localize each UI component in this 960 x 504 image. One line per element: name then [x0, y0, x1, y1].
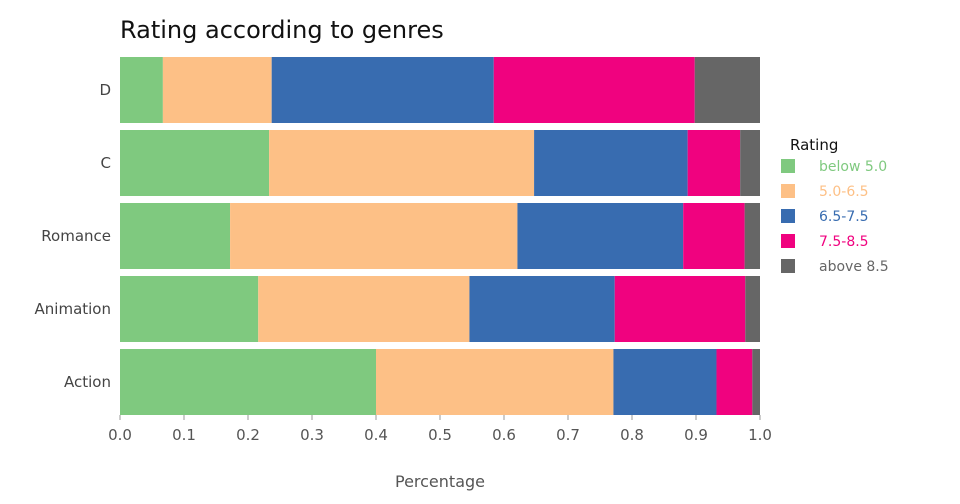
x-axis: 0.0 0.1 0.2 0.3 0.4 0.5 0.6 0.7 0.8 0.9 1.0 — [108, 415, 772, 444]
bar-action-series-3 — [716, 349, 753, 415]
x-tick-label: 0.0 — [108, 426, 132, 444]
bar-c-series-3 — [687, 130, 741, 196]
legend-title: Rating — [790, 136, 838, 154]
bar-romance-series-2 — [517, 203, 684, 269]
x-tick-label: 0.1 — [172, 426, 196, 444]
bar-romance-series-1 — [230, 203, 518, 269]
bar-c-series-4 — [740, 130, 760, 196]
y-axis-labels: D C Romance Animation Action — [35, 81, 111, 391]
y-tick-label: C — [101, 154, 111, 172]
bar-c-series-2 — [534, 130, 688, 196]
chart-title: Rating according to genres — [120, 16, 444, 44]
bar-action-series-4 — [752, 349, 760, 415]
y-tick-label: Animation — [35, 300, 111, 318]
y-tick-label: Action — [64, 373, 111, 391]
x-tick-label: 0.4 — [364, 426, 388, 444]
x-tick-label: 0.3 — [300, 426, 324, 444]
legend-swatch — [781, 234, 795, 248]
legend-swatch — [781, 209, 795, 223]
legend-swatch — [781, 184, 795, 198]
x-tick-label: 0.5 — [428, 426, 452, 444]
bar-d-series-3 — [493, 57, 695, 123]
legend-label: 7.5-8.5 — [819, 234, 869, 250]
bar-action-series-0 — [120, 349, 376, 415]
legend-label: 6.5-7.5 — [819, 209, 869, 225]
legend-swatch — [781, 259, 795, 273]
bar-animation-series-0 — [120, 276, 259, 342]
legend-label: below 5.0 — [819, 159, 887, 175]
bar-c-series-1 — [269, 130, 535, 196]
y-tick-label: Romance — [41, 227, 111, 245]
bar-animation-series-2 — [469, 276, 615, 342]
x-tick-label: 1.0 — [748, 426, 772, 444]
bar-romance-series-0 — [120, 203, 231, 269]
y-tick-label: D — [99, 81, 111, 99]
legend: Rating below 5.0 5.0-6.5 6.5-7.5 7.5-8.5 abo… — [781, 136, 889, 275]
x-axis-title: Percentage — [395, 472, 485, 491]
legend-swatch — [781, 159, 795, 173]
legend-label: above 8.5 — [819, 259, 889, 275]
x-tick-label: 0.8 — [620, 426, 644, 444]
bar-action-series-2 — [613, 349, 717, 415]
legend-label: 5.0-6.5 — [819, 184, 869, 200]
bars-layer — [120, 57, 760, 415]
bar-romance-series-3 — [683, 203, 745, 269]
bar-d-series-2 — [271, 57, 494, 123]
x-tick-label: 0.9 — [684, 426, 708, 444]
bar-d-series-1 — [162, 57, 272, 123]
bar-animation-series-4 — [745, 276, 760, 342]
x-tick-label: 0.6 — [492, 426, 516, 444]
x-tick-label: 0.2 — [236, 426, 260, 444]
bar-action-series-1 — [376, 349, 614, 415]
bar-d-series-4 — [694, 57, 760, 123]
bar-d-series-0 — [120, 57, 163, 123]
bar-animation-series-3 — [614, 276, 746, 342]
bar-romance-series-4 — [744, 203, 760, 269]
bar-animation-series-1 — [258, 276, 470, 342]
x-tick-label: 0.7 — [556, 426, 580, 444]
bar-c-series-0 — [120, 130, 270, 196]
